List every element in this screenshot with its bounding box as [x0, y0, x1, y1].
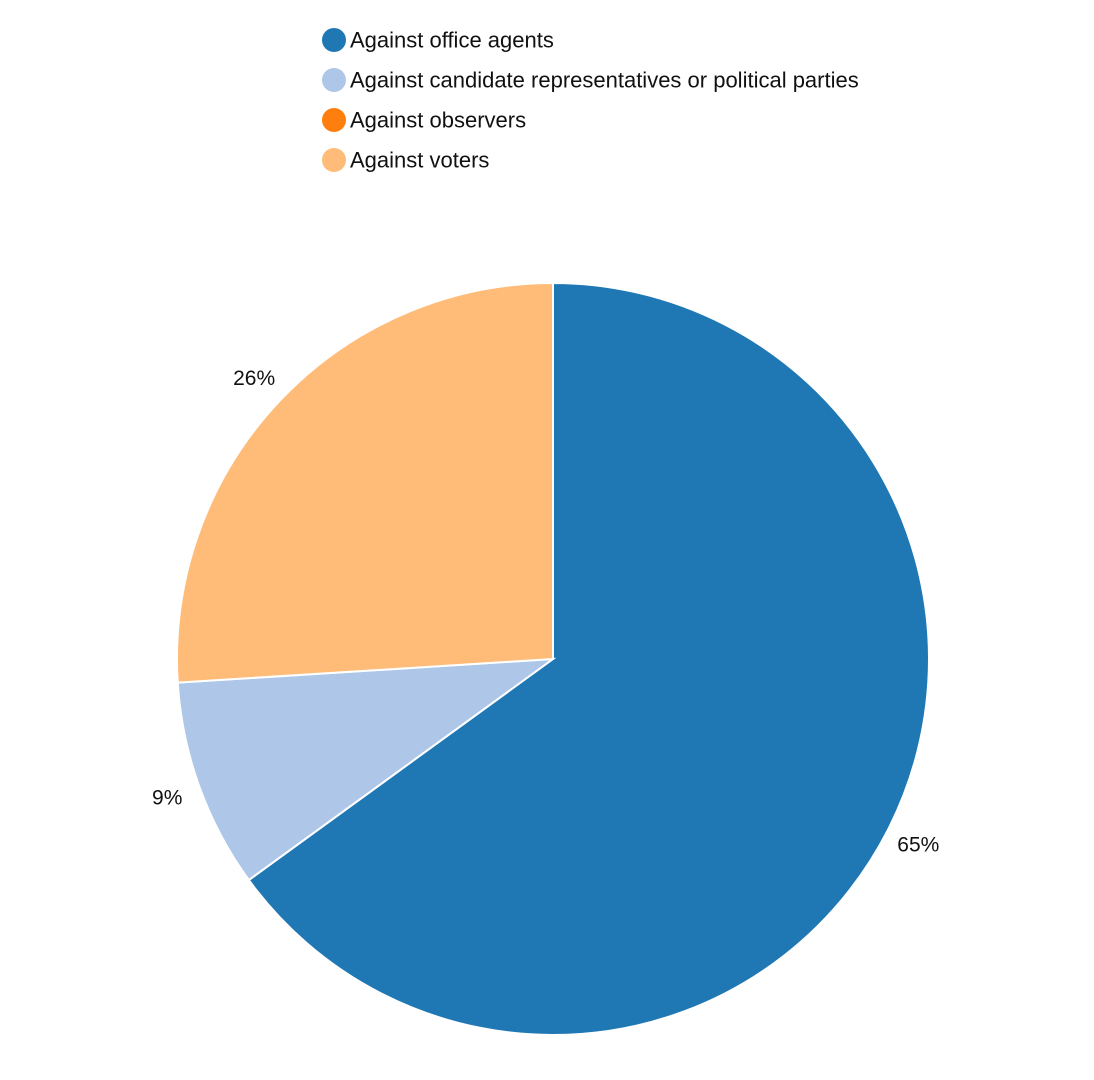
slice-value-label: 9%	[152, 786, 182, 809]
legend-label: Against voters	[350, 148, 489, 173]
legend-swatch	[322, 68, 346, 92]
legend-label: Against office agents	[350, 28, 554, 53]
slice-labels: 65% 9% 26%	[152, 367, 939, 857]
legend-item-against-voters: Against voters	[322, 148, 489, 173]
legend-label: Against observers	[350, 108, 526, 133]
legend-item-against-office-agents: Against office agents	[322, 28, 554, 53]
legend: Against office agents Against candidate r…	[322, 28, 859, 173]
legend-swatch	[322, 108, 346, 132]
legend-swatch	[322, 28, 346, 52]
pie-slice-against-voters	[176, 281, 554, 684]
pie-slice-against-candidate-representatives-or-political-parties	[176, 657, 557, 882]
pie-slices	[176, 281, 930, 1036]
slice-value-label: 26%	[233, 367, 275, 390]
legend-item-against-candidate-representatives-or-political-parties: Against candidate representatives or pol…	[322, 68, 859, 93]
legend-label: Against candidate representatives or pol…	[350, 68, 859, 93]
legend-item-against-observers: Against observers	[322, 108, 526, 133]
slice-value-label: 65%	[897, 834, 939, 857]
legend-swatch	[322, 148, 346, 172]
pie-slice-against-office-agents	[247, 281, 930, 1036]
